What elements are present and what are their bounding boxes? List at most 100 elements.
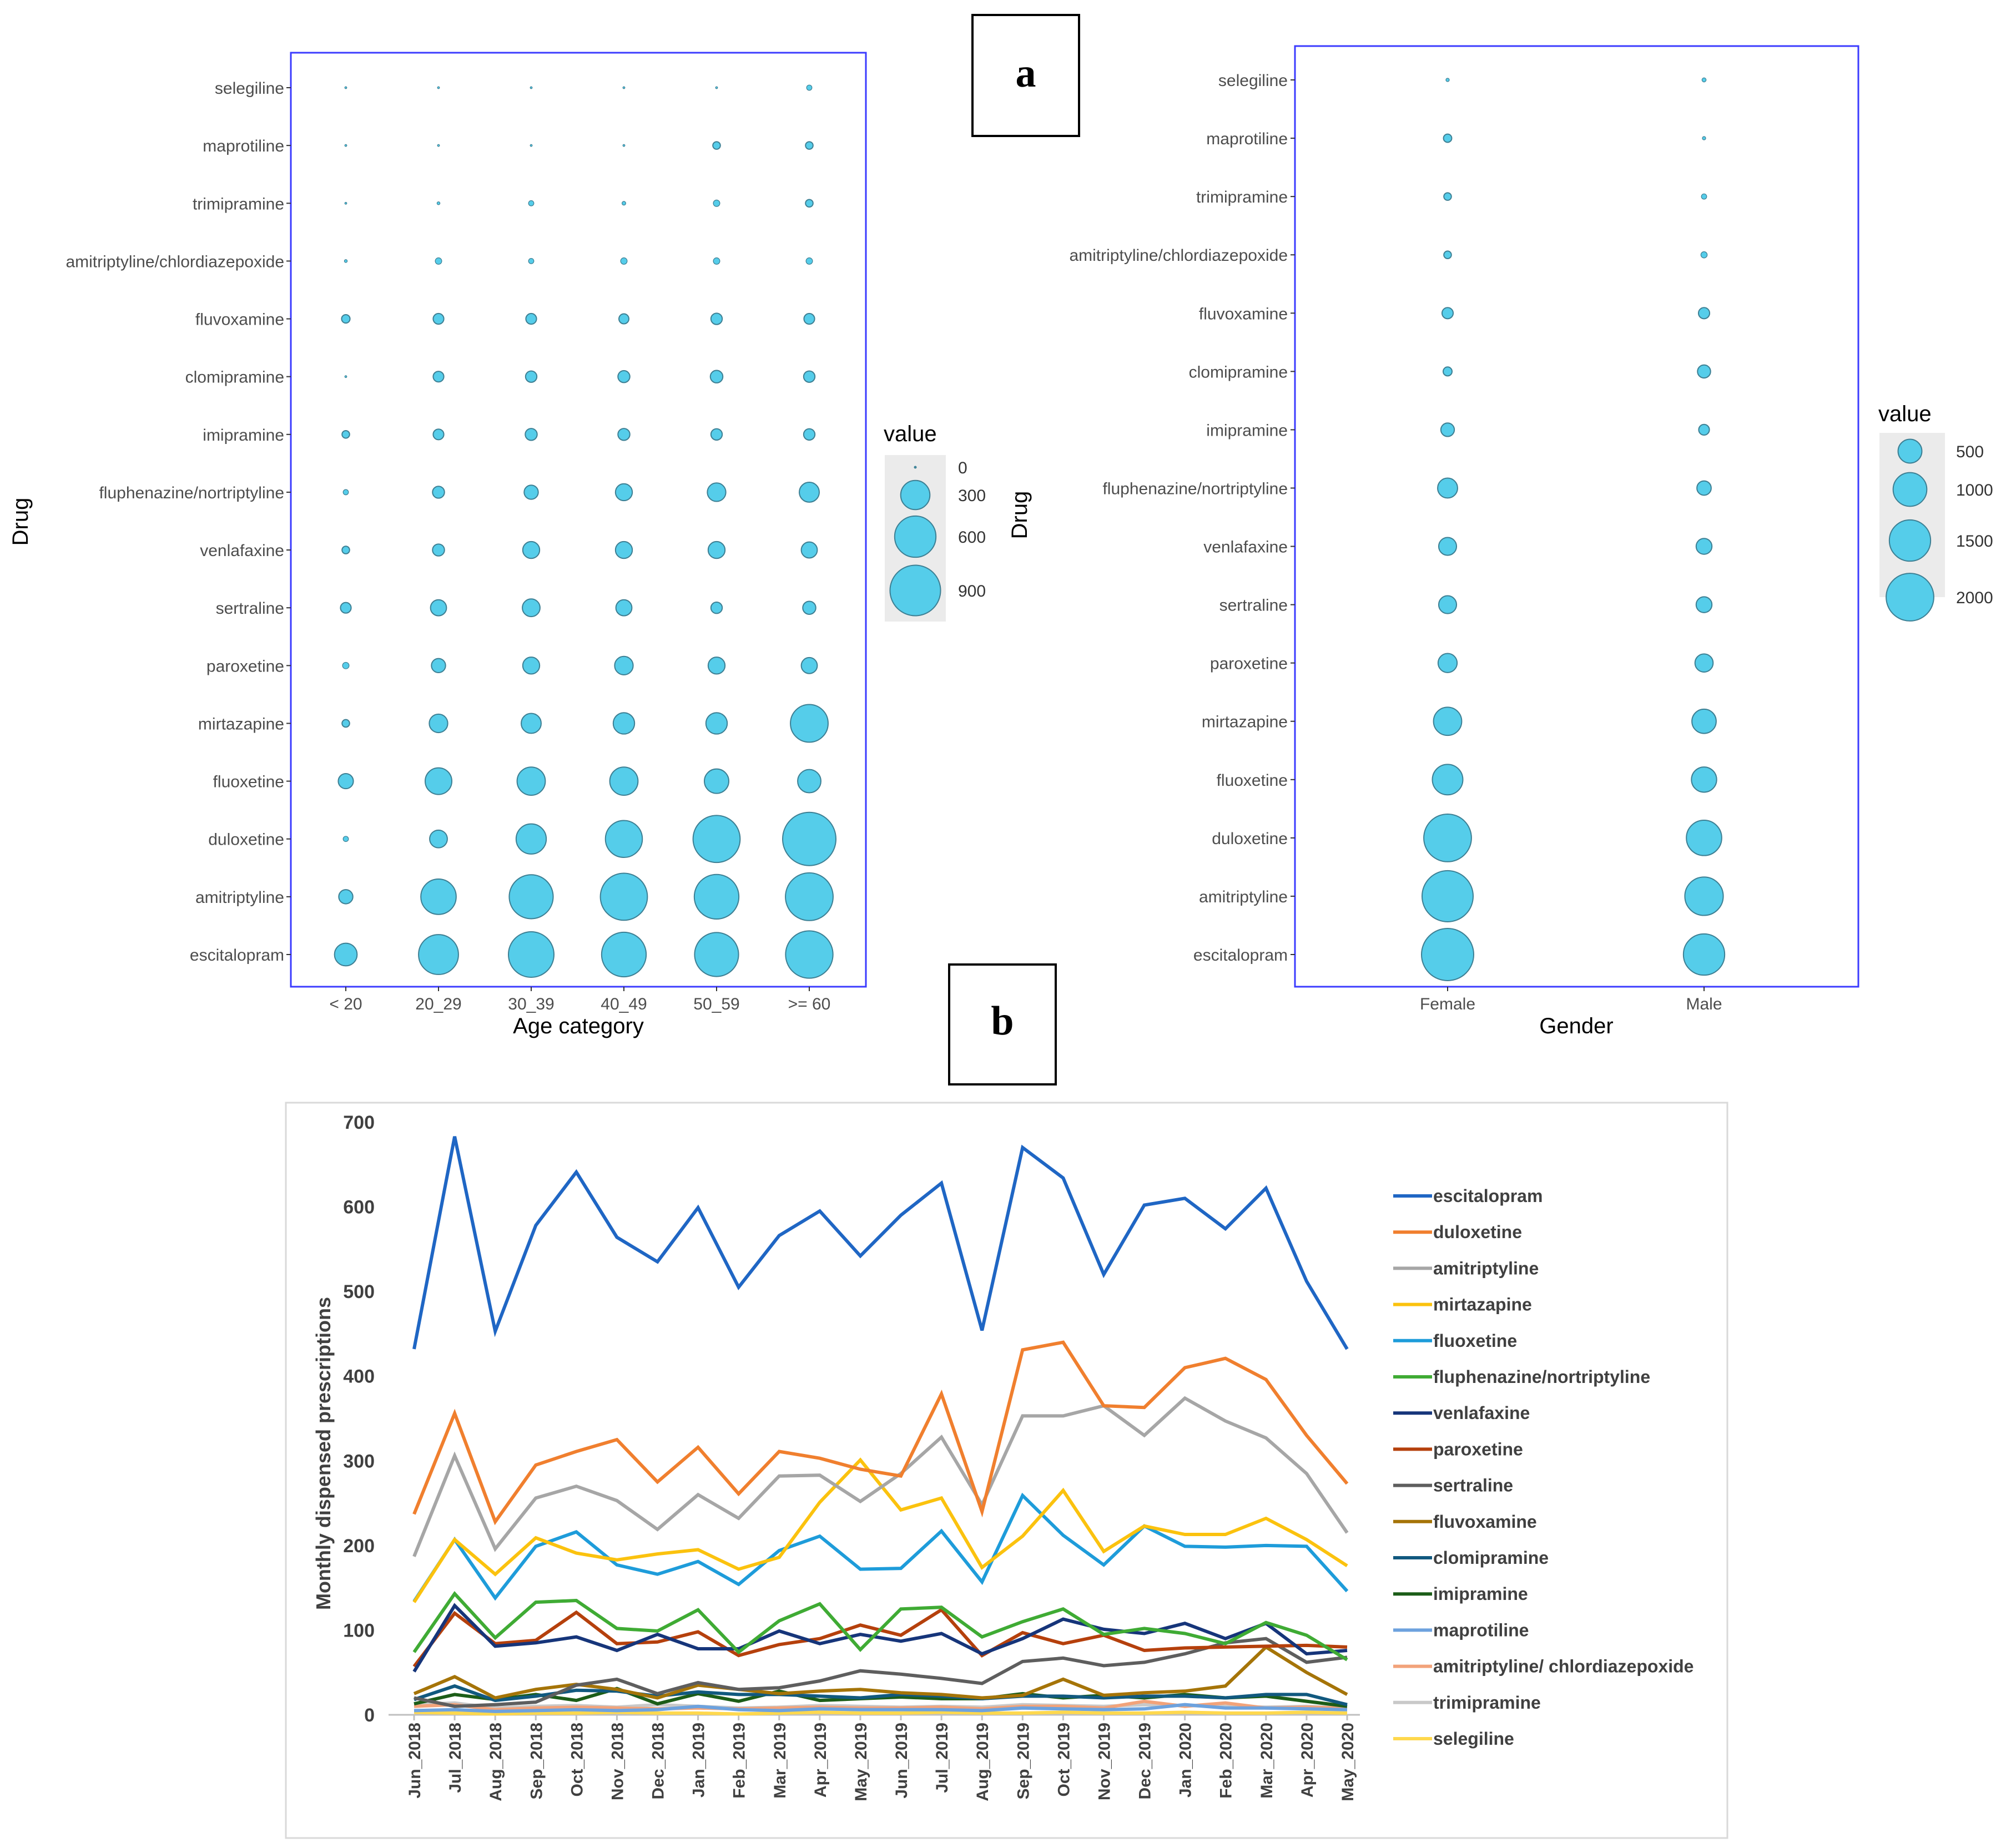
gender-drug-label: sertraline — [1219, 597, 1288, 615]
age-bubble — [429, 829, 448, 849]
gender-bubble — [1695, 538, 1713, 555]
line-series-fluvoxamine — [413, 1645, 1348, 1700]
gender-bubble — [1443, 192, 1452, 201]
age-drug-label: duloxetine — [208, 831, 284, 849]
age-bubble — [712, 141, 721, 150]
gender-bubble — [1421, 870, 1474, 922]
gender-bubble — [1432, 764, 1464, 796]
age-x-axis-title: Age category — [513, 1014, 644, 1038]
gender-bubble — [1686, 820, 1722, 856]
gender-bubble — [1423, 813, 1472, 862]
line-legend: escitalopram duloxetine amitriptyline mirta… — [1393, 1186, 1693, 1749]
gender-legend-title: value — [1878, 402, 1932, 426]
line-x-tick-label: Jul_2019 — [933, 1723, 951, 1793]
age-drug-label: fluphenazine/nortriptyline — [99, 484, 284, 502]
line-x-tick-label: Sep_2018 — [527, 1723, 546, 1799]
gender-bubble — [1421, 928, 1474, 981]
line-x-tick-label: Apr_2020 — [1298, 1723, 1317, 1797]
gender-drug-label: mirtazapine — [1202, 713, 1288, 731]
gender-legend-key — [1897, 438, 1923, 464]
age-bubble — [707, 657, 726, 675]
age-drug-label: amitriptyline — [195, 888, 284, 907]
gender-bubbles — [1421, 77, 1726, 981]
gender-bubble — [1700, 251, 1708, 259]
line-legend-label: fluvoxamine — [1433, 1512, 1537, 1532]
gender-bubble — [1694, 653, 1714, 673]
line-series-group — [412, 1136, 1349, 1716]
age-category-label: 50_59 — [693, 995, 739, 1013]
gender-legend-label: 2000 — [1956, 589, 1993, 607]
gender-bubble — [1691, 708, 1717, 734]
gender-bubble — [1438, 595, 1458, 614]
age-bubble — [612, 712, 636, 735]
age-bubble — [806, 84, 813, 91]
age-bubble — [715, 86, 718, 89]
gender-legend-label: 500 — [1956, 443, 1984, 461]
age-bubble — [508, 874, 554, 920]
age-bubble — [790, 704, 829, 743]
line-x-tick-label: Jul_2018 — [446, 1723, 465, 1793]
age-bubble — [344, 375, 347, 378]
age-bubble — [800, 541, 818, 559]
line-legend-label: maprotiline — [1433, 1620, 1529, 1640]
age-legend-key — [914, 466, 917, 469]
panel-label-a: a — [1016, 51, 1036, 96]
age-bubble — [432, 543, 445, 557]
age-bubble — [522, 657, 541, 675]
line-series-sertraline — [414, 1637, 1348, 1708]
age-plot-frame — [290, 52, 867, 988]
gender-bubble — [1442, 366, 1453, 377]
age-bubble — [337, 773, 354, 790]
age-drug-label: fluoxetine — [213, 773, 284, 791]
age-bubble — [528, 258, 535, 264]
age-bubble — [515, 823, 547, 855]
age-drug-label: venlafaxine — [200, 542, 284, 560]
line-y-tick-label: 200 — [343, 1536, 375, 1557]
age-bubble — [344, 259, 348, 263]
line-legend-label: sertraline — [1433, 1476, 1513, 1496]
line-x-tick-label: Dec_2019 — [1136, 1723, 1155, 1799]
age-bubble — [803, 370, 816, 383]
gender-category-labels: Female Male — [1420, 987, 1722, 1013]
age-bubble — [800, 657, 818, 674]
age-bubble — [334, 942, 358, 967]
age-legend-label: 300 — [958, 487, 986, 505]
age-drug-label: maprotiline — [203, 137, 284, 155]
line-series-maprotiline — [414, 1703, 1348, 1713]
gender-drug-label: selegiline — [1218, 72, 1288, 90]
line-series-clomipramine — [414, 1684, 1348, 1706]
age-bubble — [805, 141, 814, 150]
age-category-label: 30_39 — [508, 995, 554, 1013]
gender-bubble — [1684, 876, 1724, 916]
age-bubble — [710, 312, 723, 325]
age-bubble — [341, 719, 350, 728]
panel-label-b-box — [948, 963, 1057, 1085]
age-bubble — [709, 370, 724, 383]
age-legend-key — [900, 479, 931, 511]
line-y-tick-label: 700 — [343, 1112, 375, 1133]
age-bubble — [432, 428, 445, 441]
line-legend-label: duloxetine — [1433, 1222, 1522, 1242]
age-drug-label: amitriptyline/chlordiazepoxide — [65, 253, 284, 271]
line-legend-label: amitriptyline — [1433, 1258, 1539, 1278]
line-series-amitriptyline — [412, 1396, 1349, 1557]
age-drug-label: sertraline — [216, 599, 284, 618]
age-size-legend: value 0 300 600 900 — [884, 422, 986, 622]
age-bubble — [694, 932, 739, 977]
gender-bubble — [1441, 307, 1454, 320]
age-drug-label: paroxetine — [206, 657, 284, 675]
line-legend-label: fluoxetine — [1433, 1331, 1517, 1351]
line-x-tick-label: Aug_2018 — [487, 1723, 505, 1801]
age-bubble — [525, 312, 537, 325]
age-bubble — [344, 144, 347, 147]
gender-drug-labels: selegiline maprotiline trimipramine amitrip… — [1069, 72, 1295, 965]
line-x-tick-label: Feb_2019 — [730, 1723, 749, 1799]
gender-drug-label: fluoxetine — [1217, 771, 1288, 790]
gender-category-label: Male — [1686, 995, 1722, 1013]
gender-drug-label: escitalopram — [1193, 946, 1288, 965]
age-bubble — [525, 370, 538, 383]
age-drug-label: imipramine — [203, 426, 284, 445]
line-legend-label: imipramine — [1433, 1584, 1528, 1604]
